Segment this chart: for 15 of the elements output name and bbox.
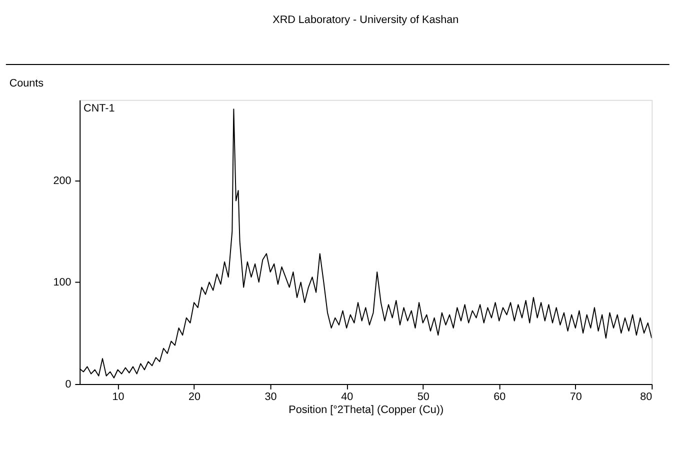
y-tick-label: 100 [53,276,72,289]
x-axis-title: Position [°2Theta] (Copper (Cu)) [288,404,444,416]
y-tick-label: 0 [65,378,72,390]
x-tick-label: 50 [417,391,430,404]
x-tick-label: 20 [188,391,201,404]
x-tick-label: 70 [570,391,582,404]
x-tick-label: 60 [494,391,506,404]
annotation: CNT-1 [84,102,115,115]
chart-title: XRD Laboratory - University of Kashan [272,14,459,26]
x-tick-label: 10 [112,391,124,404]
x-tick-label: 30 [264,391,277,404]
y-tick-label: 200 [53,174,72,187]
y-axis-title: Counts [9,78,44,90]
x-tick-label: 80 [640,391,652,404]
x-tick-label: 40 [341,391,354,404]
